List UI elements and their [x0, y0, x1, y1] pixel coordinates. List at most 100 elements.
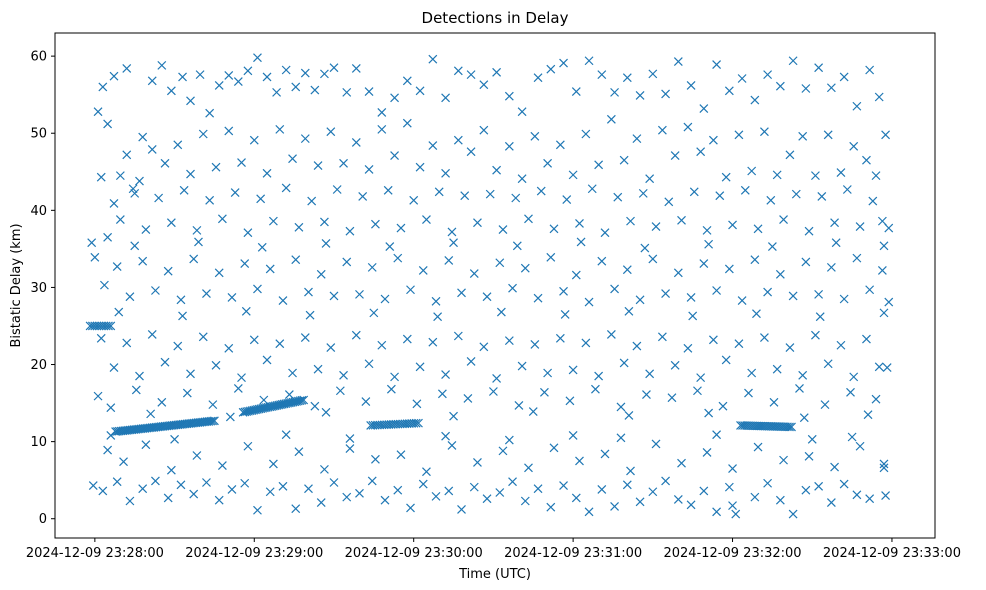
- data-point: [651, 439, 661, 449]
- data-point: [849, 141, 859, 151]
- track-point: [270, 401, 280, 411]
- data-point: [852, 253, 862, 263]
- data-point: [624, 306, 634, 316]
- data-point: [466, 147, 476, 157]
- data-point: [699, 259, 709, 268]
- data-point: [141, 440, 151, 450]
- data-point: [390, 151, 399, 161]
- data-point: [610, 87, 619, 97]
- track-point: [260, 403, 269, 413]
- track-point: [414, 418, 423, 428]
- data-point: [686, 81, 696, 90]
- data-point: [724, 264, 734, 274]
- data-point: [106, 403, 116, 413]
- data-point: [316, 269, 326, 279]
- data-point: [815, 312, 825, 322]
- y-tick-label: 0: [39, 512, 47, 527]
- data-point: [728, 464, 737, 474]
- data-point: [233, 384, 243, 393]
- data-point: [826, 83, 836, 93]
- data-point: [230, 188, 240, 198]
- data-point: [539, 387, 549, 397]
- data-point: [865, 494, 875, 504]
- data-point: [253, 53, 262, 63]
- data-point: [766, 195, 776, 205]
- track-point: [290, 397, 300, 407]
- data-point: [202, 289, 211, 299]
- data-point: [437, 389, 447, 399]
- data-point: [568, 365, 578, 375]
- data-point: [613, 192, 623, 202]
- data-point: [648, 69, 658, 79]
- data-point: [364, 359, 374, 369]
- data-point: [160, 357, 170, 367]
- data-point: [163, 266, 173, 276]
- data-point: [345, 444, 355, 453]
- data-point: [138, 256, 148, 266]
- data-point: [759, 127, 769, 137]
- data-point: [473, 218, 482, 228]
- data-point: [402, 334, 412, 344]
- data-point: [316, 498, 326, 507]
- data-point: [186, 96, 195, 106]
- track-point: [252, 405, 262, 414]
- data-point: [667, 393, 677, 403]
- data-point: [565, 396, 575, 406]
- data-point: [648, 487, 658, 497]
- data-point: [342, 87, 352, 97]
- data-point: [820, 400, 830, 410]
- data-point: [355, 488, 364, 498]
- data-point: [624, 410, 634, 420]
- data-point: [339, 158, 348, 168]
- data-point: [645, 174, 655, 184]
- data-point: [202, 478, 211, 487]
- data-point: [205, 195, 215, 205]
- data-point: [434, 187, 444, 197]
- data-point: [788, 291, 798, 301]
- data-point: [178, 72, 187, 82]
- data-point: [879, 241, 889, 251]
- data-point: [284, 390, 294, 400]
- data-point: [329, 291, 339, 301]
- track-point: [411, 418, 421, 428]
- data-point: [546, 64, 556, 74]
- data-point: [466, 70, 476, 80]
- data-point: [304, 484, 313, 494]
- data-point: [635, 295, 645, 305]
- data-point: [779, 455, 788, 465]
- data-point: [103, 119, 113, 129]
- data-point: [661, 89, 671, 99]
- data-point: [879, 459, 889, 469]
- data-point: [549, 443, 559, 453]
- data-point: [114, 307, 124, 317]
- data-point: [371, 454, 380, 464]
- data-point: [801, 485, 811, 495]
- data-point: [351, 330, 361, 340]
- data-point: [415, 86, 425, 96]
- data-point: [321, 239, 331, 248]
- data-point: [699, 104, 709, 113]
- data-point: [492, 67, 502, 77]
- data-point: [109, 363, 119, 373]
- data-point: [466, 357, 476, 366]
- data-point: [492, 165, 502, 175]
- data-point: [444, 256, 454, 265]
- data-point: [106, 431, 116, 440]
- data-point: [198, 332, 208, 342]
- data-point: [849, 372, 859, 382]
- data-point: [192, 225, 202, 235]
- data-point: [243, 66, 253, 76]
- data-point: [90, 252, 100, 262]
- data-point: [753, 442, 763, 452]
- data-point: [874, 92, 884, 102]
- data-point: [256, 194, 266, 204]
- data-point: [390, 372, 399, 382]
- data-point: [125, 292, 135, 302]
- data-point: [294, 447, 304, 457]
- data-point: [626, 466, 635, 476]
- data-point: [460, 191, 470, 201]
- data-point: [396, 223, 406, 233]
- track-point: [787, 422, 796, 432]
- data-point: [811, 330, 820, 340]
- data-point: [661, 476, 671, 486]
